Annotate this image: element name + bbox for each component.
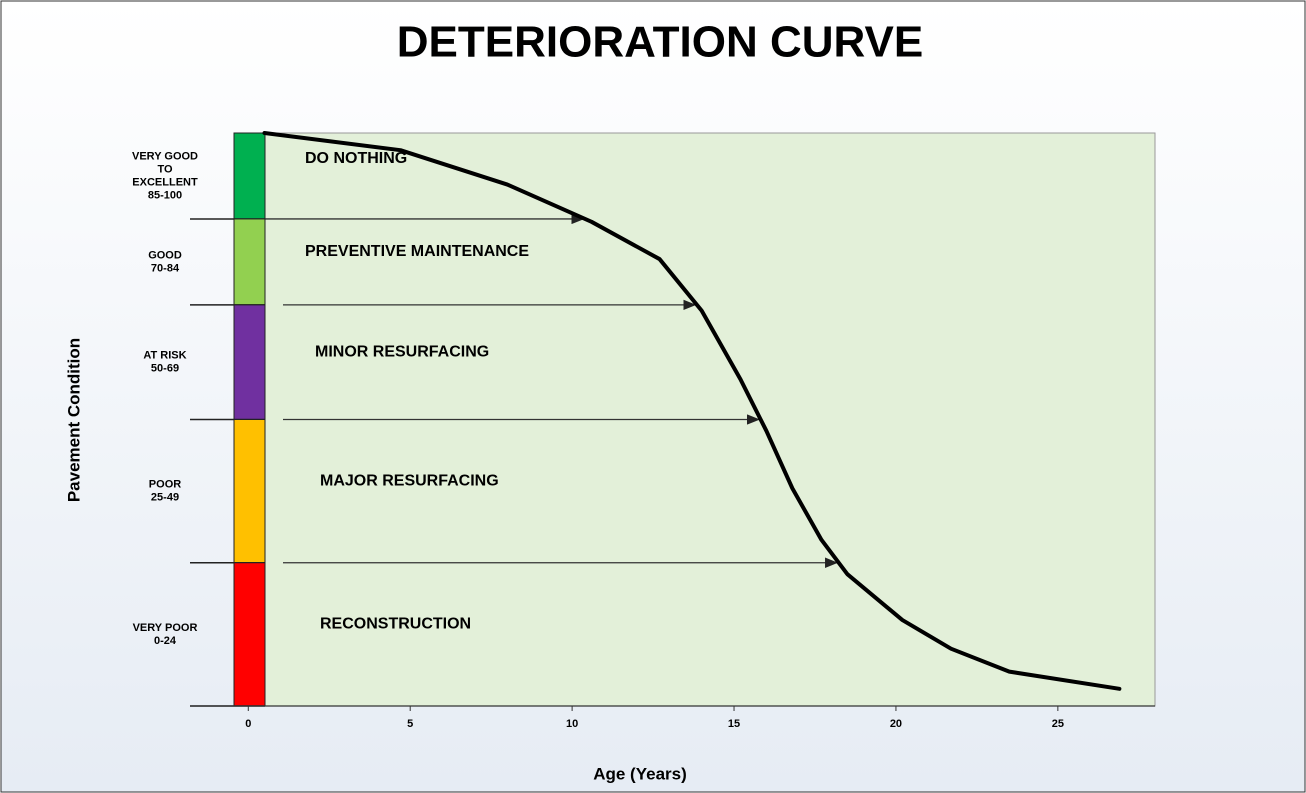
x-tick-label: 0 [245, 718, 251, 730]
x-tick-label: 25 [1052, 718, 1064, 730]
x-tick-label: 5 [407, 718, 413, 730]
band-range: 50-69 [151, 363, 179, 375]
chart-title: DETERIORATION CURVE [397, 18, 923, 67]
band-label: EXCELLENT [132, 176, 198, 188]
band-range: 70-84 [151, 262, 180, 274]
condition-band [233, 304, 266, 420]
condition-band [233, 562, 266, 707]
band-range: 25-49 [151, 492, 179, 504]
x-tick-label: 10 [566, 718, 578, 730]
treatment-label: DO NOTHING [305, 150, 407, 167]
x-tick-label: 15 [728, 718, 740, 730]
band-label: VERY POOR [133, 622, 198, 634]
band-label: AT RISK [143, 350, 186, 362]
condition-band [233, 132, 266, 220]
band-range: 85-100 [148, 189, 182, 201]
treatment-label: RECONSTRUCTION [320, 616, 471, 633]
band-range: 0-24 [154, 635, 177, 647]
x-axis-label: Age (Years) [593, 764, 687, 783]
y-axis-label: Pavement Condition [64, 338, 83, 502]
band-label: TO [157, 163, 173, 175]
band-label: GOOD [148, 249, 182, 261]
x-tick-label: 20 [890, 718, 902, 730]
treatment-label: MAJOR RESURFACING [320, 472, 499, 489]
band-label: VERY GOOD [132, 150, 198, 162]
condition-band [233, 419, 266, 564]
band-label: POOR [149, 479, 181, 491]
deterioration-curve [262, 131, 1122, 691]
condition-band [233, 218, 266, 306]
treatment-label: PREVENTIVE MAINTENANCE [305, 243, 529, 260]
treatment-label: MINOR RESURFACING [315, 343, 489, 360]
